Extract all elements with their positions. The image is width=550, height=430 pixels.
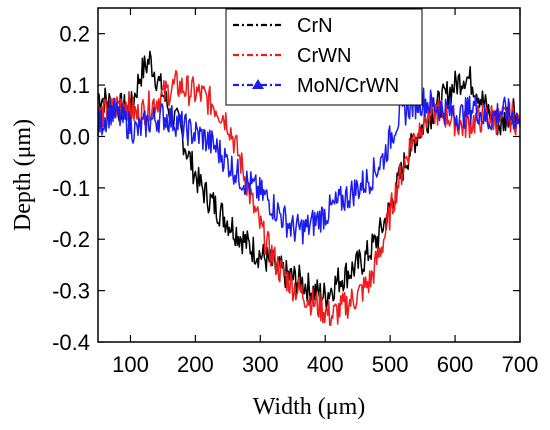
x-tick-label: 400 [307, 352, 344, 377]
y-tick-label: -0.4 [52, 330, 90, 355]
series-line-mon-crwn [97, 87, 521, 245]
y-tick-label: -0.1 [52, 176, 90, 201]
x-tick-label: 600 [437, 352, 474, 377]
x-tick-label: 100 [112, 352, 149, 377]
y-tick-label: -0.3 [52, 279, 90, 304]
y-tick-label: 0.0 [59, 124, 90, 149]
x-tick-label: 700 [502, 352, 539, 377]
legend-label: CrWN [297, 45, 351, 67]
legend-label: CrN [297, 15, 333, 37]
x-tick-label: 500 [372, 352, 409, 377]
legend-marker-triangle [252, 79, 264, 89]
x-axis-label: Width (μm) [253, 394, 366, 420]
legend: CrN CrWN MoN/CrWN [225, 8, 423, 106]
series-line-crwn [97, 69, 521, 326]
series-layer [97, 50, 521, 326]
y-axis-label: Depth (μm) [10, 119, 36, 231]
y-tick-label: 0.1 [59, 73, 90, 98]
x-tick-label: 300 [242, 352, 279, 377]
x-tick-label: 200 [177, 352, 214, 377]
legend-label: MoN/CrWN [297, 75, 399, 97]
y-tick-label: -0.2 [52, 227, 90, 252]
plot-frame [97, 7, 521, 343]
y-tick-label: 0.2 [59, 22, 90, 47]
